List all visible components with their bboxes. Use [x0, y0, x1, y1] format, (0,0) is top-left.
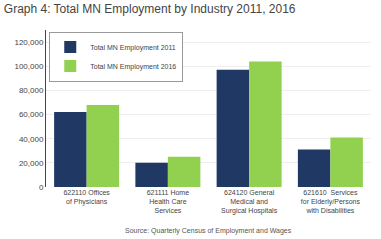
- svg-text:120,000: 120,000: [14, 38, 43, 47]
- svg-text:621610 Servicesfor Elderly/Pe: 621610 Servicesfor Elderly/Personswith D…: [301, 189, 361, 214]
- svg-text:100,000: 100,000: [14, 62, 43, 71]
- svg-text:0: 0: [39, 183, 44, 192]
- svg-text:624120 GeneralMedical andSurgi: 624120 GeneralMedical andSurgical Hospit…: [221, 189, 278, 215]
- svg-text:Source: Quarterly Census of Em: Source: Quarterly Census of Employment a…: [125, 227, 292, 235]
- svg-text:80,000: 80,000: [19, 86, 44, 95]
- svg-text:621111 HomeHealth CareServices: 621111 HomeHealth CareServices: [147, 189, 190, 214]
- svg-text:40,000: 40,000: [19, 134, 44, 143]
- svg-text:622110 Officesof Physicians: 622110 Officesof Physicians: [63, 189, 110, 206]
- svg-text:20,000: 20,000: [19, 159, 44, 168]
- svg-text:60,000: 60,000: [19, 110, 44, 119]
- svg-text:Total MN Employment 2011: Total MN Employment 2011: [90, 44, 176, 52]
- svg-text:Total MN Employment 2016: Total MN Employment 2016: [90, 63, 176, 71]
- svg-text:Graph 4: Total MN Employment b: Graph 4: Total MN Employment by Industry…: [4, 2, 296, 16]
